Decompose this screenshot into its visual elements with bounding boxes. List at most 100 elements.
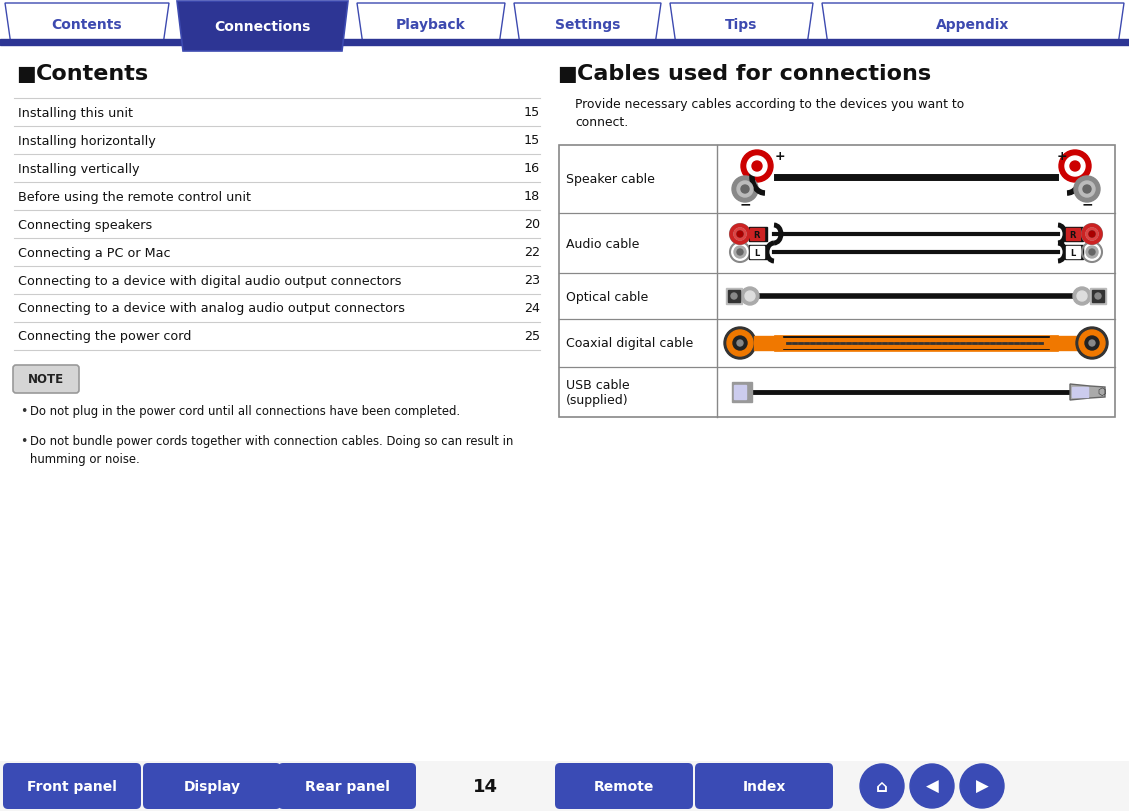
Bar — [734, 385, 746, 400]
Text: Playback: Playback — [396, 18, 466, 32]
FancyBboxPatch shape — [3, 763, 141, 809]
FancyBboxPatch shape — [278, 763, 415, 809]
Bar — [728, 290, 739, 303]
Text: Do not plug in the power cord until all connections have been completed.: Do not plug in the power cord until all … — [30, 405, 461, 418]
Text: NOTE: NOTE — [28, 373, 64, 386]
Text: 14: 14 — [473, 777, 498, 795]
Bar — [726, 289, 742, 305]
Circle shape — [1074, 177, 1100, 203]
FancyBboxPatch shape — [555, 763, 693, 809]
Text: Contents: Contents — [52, 18, 122, 32]
Text: Tips: Tips — [725, 18, 758, 32]
Circle shape — [1086, 229, 1099, 241]
Text: 20: 20 — [524, 218, 540, 231]
Text: 18: 18 — [524, 191, 540, 204]
Bar — [1092, 290, 1104, 303]
Circle shape — [734, 229, 746, 241]
Circle shape — [910, 764, 954, 808]
Text: Front panel: Front panel — [27, 779, 117, 793]
Text: Optical cable: Optical cable — [566, 290, 648, 303]
Bar — [754, 337, 782, 350]
Text: Rear panel: Rear panel — [305, 779, 390, 793]
Text: 25: 25 — [524, 330, 540, 343]
Circle shape — [737, 182, 753, 198]
Circle shape — [1095, 294, 1101, 299]
Circle shape — [733, 337, 747, 350]
Text: −: − — [739, 197, 751, 211]
Text: ⌂: ⌂ — [876, 777, 887, 795]
Text: 15: 15 — [524, 106, 540, 119]
Text: Display: Display — [184, 779, 240, 793]
Circle shape — [1065, 157, 1085, 177]
Text: ◀: ◀ — [926, 777, 938, 795]
Text: Installing this unit: Installing this unit — [18, 106, 133, 119]
FancyBboxPatch shape — [14, 366, 79, 393]
Bar — [1065, 246, 1083, 260]
Circle shape — [747, 157, 767, 177]
Circle shape — [860, 764, 904, 808]
Text: L: L — [1070, 248, 1076, 257]
Circle shape — [732, 177, 758, 203]
Text: Contents: Contents — [36, 64, 149, 84]
Text: •: • — [20, 405, 27, 418]
Bar — [1066, 247, 1080, 259]
Circle shape — [1076, 328, 1108, 359]
Text: ■: ■ — [557, 64, 577, 84]
Text: −: − — [1082, 197, 1093, 211]
Circle shape — [1086, 229, 1099, 241]
Bar — [1089, 289, 1106, 305]
Text: Connecting to a device with analog audio output connectors: Connecting to a device with analog audio… — [18, 303, 405, 315]
Text: Provide necessary cables according to the devices you want to
connect.: Provide necessary cables according to th… — [575, 98, 964, 129]
Circle shape — [1079, 331, 1105, 357]
Text: Connecting to a device with digital audio output connectors: Connecting to a device with digital audi… — [18, 274, 402, 287]
Text: Remote: Remote — [594, 779, 654, 793]
Circle shape — [1079, 182, 1095, 198]
Circle shape — [741, 288, 759, 306]
Text: Do not bundle power cords together with connection cables. Doing so can result i: Do not bundle power cords together with … — [30, 435, 514, 466]
Circle shape — [724, 328, 756, 359]
Text: Installing horizontally: Installing horizontally — [18, 135, 156, 148]
Bar — [0, 761, 1129, 811]
Bar — [0, 40, 1129, 46]
Circle shape — [737, 232, 743, 238]
Text: Audio cable: Audio cable — [566, 237, 639, 250]
Bar — [750, 229, 764, 241]
Circle shape — [1082, 225, 1102, 245]
Bar — [749, 228, 767, 242]
Polygon shape — [669, 4, 813, 46]
Text: R: R — [754, 230, 760, 239]
Bar — [1065, 228, 1083, 242]
Polygon shape — [1070, 384, 1105, 401]
Text: Installing vertically: Installing vertically — [18, 162, 140, 175]
Text: ■: ■ — [16, 64, 36, 84]
Circle shape — [734, 247, 746, 259]
Circle shape — [1086, 247, 1099, 259]
Text: R: R — [1070, 230, 1076, 239]
Circle shape — [1089, 341, 1095, 346]
Text: ⬡: ⬡ — [1097, 387, 1106, 397]
Circle shape — [727, 331, 753, 357]
FancyBboxPatch shape — [695, 763, 833, 809]
Text: L: L — [754, 248, 760, 257]
Polygon shape — [357, 4, 505, 46]
Bar — [1066, 229, 1080, 241]
Text: Appendix: Appendix — [936, 18, 1009, 32]
Text: Coaxial digital cable: Coaxial digital cable — [566, 337, 693, 350]
Circle shape — [1059, 151, 1091, 182]
Circle shape — [1073, 288, 1091, 306]
Text: Cables used for connections: Cables used for connections — [577, 64, 931, 84]
Text: Connecting the power cord: Connecting the power cord — [18, 330, 192, 343]
Bar — [750, 247, 764, 259]
Circle shape — [1083, 186, 1091, 194]
Circle shape — [734, 229, 746, 241]
Circle shape — [1077, 292, 1087, 302]
Text: Connecting a PC or Mac: Connecting a PC or Mac — [18, 247, 170, 260]
Circle shape — [737, 341, 743, 346]
Circle shape — [1089, 232, 1095, 238]
Polygon shape — [5, 4, 169, 46]
FancyBboxPatch shape — [143, 763, 281, 809]
Text: Connections: Connections — [215, 20, 310, 34]
Circle shape — [737, 250, 743, 255]
Circle shape — [752, 162, 762, 172]
Circle shape — [741, 186, 749, 194]
